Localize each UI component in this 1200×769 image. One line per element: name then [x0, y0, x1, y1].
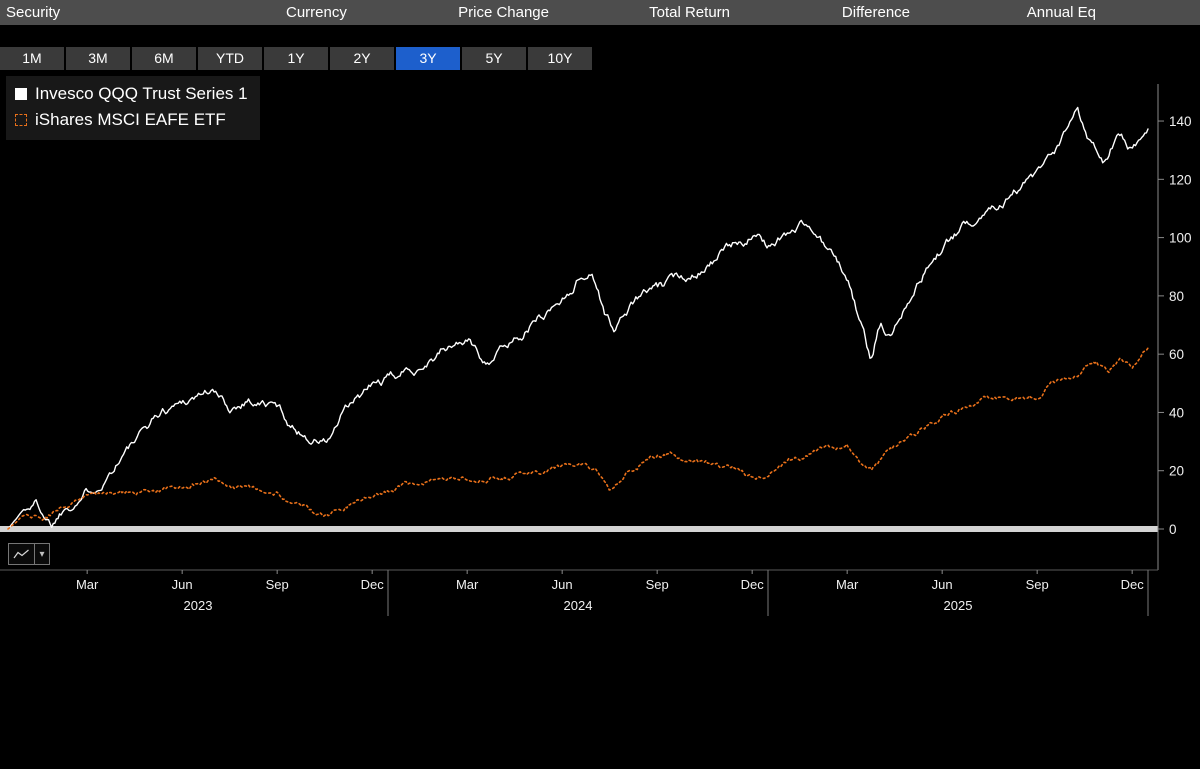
period-tab-5y[interactable]: 5Y — [462, 47, 526, 70]
chart-area: 0 20 40 60 80 100 120 140 Mar Jun Sep Dec Mar Jun Sep D… — [0, 70, 1200, 619]
svg-text:Mar: Mar — [836, 577, 859, 592]
col-header-annual-eq[interactable]: Annual Eq — [1026, 4, 1096, 21]
comparison-table: Security Currency Price Change Total Ret… — [0, 0, 1200, 25]
svg-text:100: 100 — [1169, 231, 1192, 246]
col-header-security[interactable]: Security — [6, 4, 61, 21]
solid-series-swatch-icon — [15, 88, 27, 100]
legend-label: Invesco QQQ Trust Series 1 — [35, 84, 248, 103]
legend-label: iShares MSCI EAFE ETF — [35, 110, 226, 129]
svg-text:Mar: Mar — [76, 577, 99, 592]
period-tab-3y[interactable]: 3Y — [396, 47, 460, 70]
svg-text:80: 80 — [1169, 289, 1184, 304]
svg-text:Jun: Jun — [552, 577, 573, 592]
svg-text:Dec: Dec — [361, 577, 385, 592]
svg-text:2023: 2023 — [184, 598, 213, 613]
col-header-currency[interactable]: Currency — [286, 4, 347, 21]
col-header-price-change[interactable]: Price Change — [458, 4, 549, 21]
period-tab-6m[interactable]: 6M — [132, 47, 196, 70]
svg-text:2025: 2025 — [944, 598, 973, 613]
legend-item[interactable]: Invesco QQQ Trust Series 1 — [15, 81, 248, 107]
svg-text:60: 60 — [1169, 347, 1184, 362]
period-tab-1y[interactable]: 1Y — [264, 47, 328, 70]
period-tab-1m[interactable]: 1M — [0, 47, 64, 70]
svg-text:40: 40 — [1169, 405, 1184, 420]
period-tab-ytd[interactable]: YTD — [198, 47, 262, 70]
series-line-efa — [7, 347, 1149, 530]
col-header-total-return[interactable]: Total Return — [649, 4, 730, 21]
svg-text:120: 120 — [1169, 172, 1192, 187]
svg-text:140: 140 — [1169, 114, 1192, 129]
svg-text:Jun: Jun — [932, 577, 953, 592]
svg-text:0: 0 — [1169, 522, 1177, 537]
table-header-row: Security Currency Price Change Total Ret… — [0, 0, 1200, 25]
chevron-down-icon[interactable]: ▾ — [35, 543, 50, 565]
chart-legend: Invesco QQQ Trust Series 1 iShares MSCI E… — [6, 76, 260, 140]
col-header-difference[interactable]: Difference — [841, 4, 910, 21]
dashed-series-swatch-icon — [15, 114, 27, 126]
period-tab-2y[interactable]: 2Y — [330, 47, 394, 70]
price-chart[interactable]: 0 20 40 60 80 100 120 140 Mar Jun Sep Dec Mar Jun Sep D… — [0, 70, 1200, 619]
svg-text:Dec: Dec — [741, 577, 765, 592]
svg-text:20: 20 — [1169, 464, 1184, 479]
svg-text:Mar: Mar — [456, 577, 479, 592]
svg-text:Sep: Sep — [266, 577, 289, 592]
svg-text:Sep: Sep — [646, 577, 669, 592]
svg-text:2024: 2024 — [564, 598, 593, 613]
header-filler — [1102, 0, 1200, 25]
svg-text:Jun: Jun — [172, 577, 193, 592]
chart-type-selector[interactable]: ▾ — [8, 543, 50, 565]
line-chart-icon[interactable] — [8, 543, 35, 565]
svg-text:Dec: Dec — [1121, 577, 1145, 592]
period-tab-3m[interactable]: 3M — [66, 47, 130, 70]
svg-text:Sep: Sep — [1026, 577, 1049, 592]
legend-item[interactable]: iShares MSCI EAFE ETF — [15, 107, 248, 133]
period-tab-10y[interactable]: 10Y — [528, 47, 592, 70]
period-tab-bar: 1M 3M 6M YTD 1Y 2Y 3Y 5Y 10Y — [0, 47, 1200, 70]
series-line-qqq — [7, 106, 1149, 530]
